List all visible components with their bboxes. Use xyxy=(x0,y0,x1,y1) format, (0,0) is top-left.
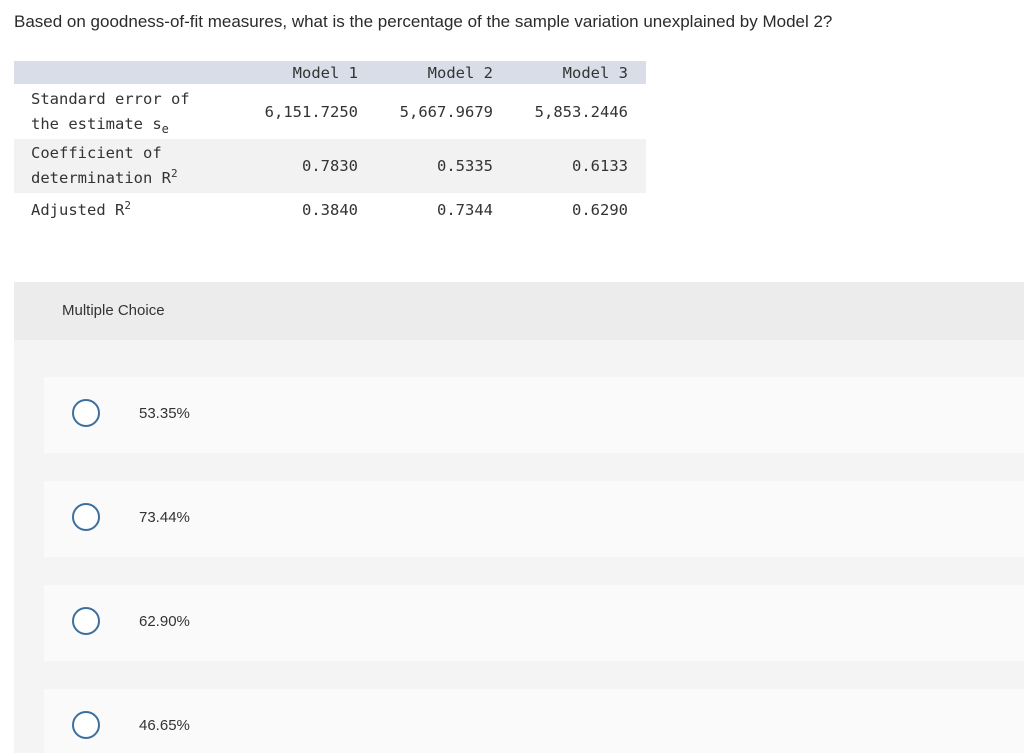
question-text: Based on goodness-of-fit measures, what … xyxy=(14,12,833,31)
goodness-of-fit-table: Model 1 Model 2 Model 3 Standard error o… xyxy=(14,61,646,227)
choice-option-3[interactable]: 62.90% xyxy=(44,585,1024,661)
radio-button[interactable] xyxy=(72,503,100,531)
row-label-line1: Standard error of xyxy=(31,89,190,108)
choice-label[interactable]: 53.35% xyxy=(139,405,190,422)
row-label-subscript: e xyxy=(161,121,169,136)
choice-option-1[interactable]: 53.35% xyxy=(44,377,1024,453)
radio-button[interactable] xyxy=(72,399,100,427)
table-row: Standard error of the estimate se 6,151.7… xyxy=(14,84,646,139)
column-header-model-2: Model 2 xyxy=(376,61,511,84)
table-cell: 6,151.7250 xyxy=(264,102,358,121)
column-header-model-3: Model 3 xyxy=(511,61,646,84)
choice-option-4[interactable]: 46.65% xyxy=(44,689,1024,753)
table-row: Coefficient of determination R2 0.7830 0.… xyxy=(14,139,646,193)
multiple-choice-header: Multiple Choice xyxy=(14,282,1024,340)
column-header-model-1: Model 1 xyxy=(241,61,376,84)
row-label-line2: the estimate s xyxy=(31,114,162,133)
radio-button[interactable] xyxy=(72,711,100,739)
table-cell: 0.7830 xyxy=(241,139,376,193)
row-label-superscript: 2 xyxy=(124,198,131,212)
choice-option-2[interactable]: 73.44% xyxy=(44,481,1024,557)
row-label-standard-error: Standard error of the estimate se xyxy=(14,84,241,139)
row-label-line1: Adjusted R xyxy=(31,200,125,219)
table-row: Adjusted R2 0.3840 0.7344 0.6290 xyxy=(14,193,646,227)
row-label-line1: Coefficient of xyxy=(31,144,162,162)
table-cell: 0.3840 xyxy=(302,201,358,219)
table-cell: 5,853.2446 xyxy=(534,102,628,121)
row-label-superscript: 2 xyxy=(170,166,178,180)
row-label-line2: determination R xyxy=(31,169,171,187)
radio-button[interactable] xyxy=(72,607,100,635)
multiple-choice-title: Multiple Choice xyxy=(62,302,165,319)
choice-label[interactable]: 73.44% xyxy=(139,509,190,526)
multiple-choice-panel: Multiple Choice 53.35% 73.44% 62.90% 46.… xyxy=(14,282,1024,753)
row-label-adjusted-r2: Adjusted R2 xyxy=(14,193,241,227)
row-label-coefficient-of-determination: Coefficient of determination R2 xyxy=(14,139,241,193)
choice-label[interactable]: 62.90% xyxy=(139,613,190,630)
table-cell: 0.6290 xyxy=(572,201,628,219)
table-header-blank xyxy=(14,61,241,84)
choice-label[interactable]: 46.65% xyxy=(139,717,190,734)
table-cell: 0.7344 xyxy=(437,201,493,219)
table-header-row: Model 1 Model 2 Model 3 xyxy=(14,61,646,84)
table-cell: 0.6133 xyxy=(511,139,646,193)
table-cell: 0.5335 xyxy=(376,139,511,193)
table-cell: 5,667.9679 xyxy=(399,102,493,121)
